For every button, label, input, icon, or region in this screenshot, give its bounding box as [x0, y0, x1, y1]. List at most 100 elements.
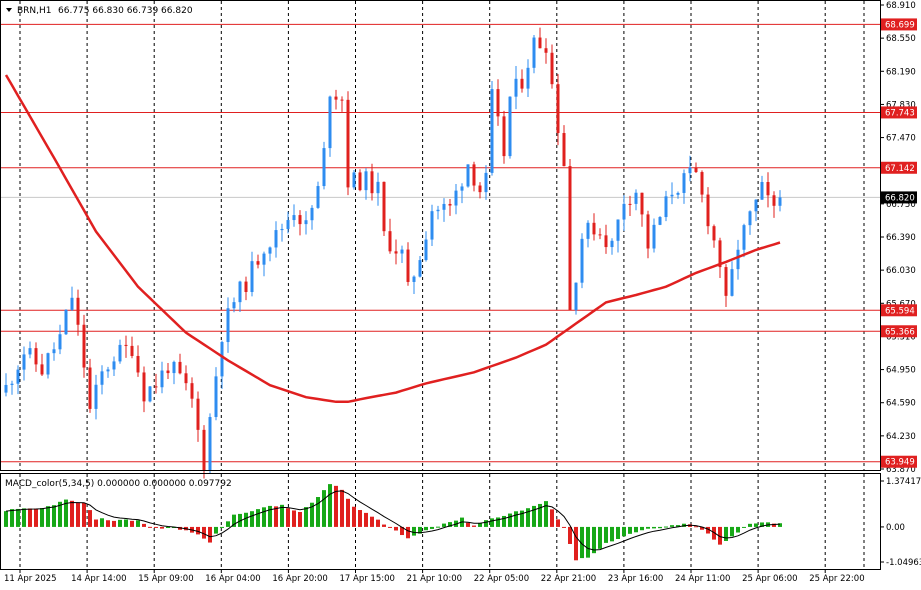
macd-bar — [700, 526, 704, 530]
candle-body — [232, 302, 236, 309]
time-tick-label: 23 Apr 16:00 — [608, 574, 663, 584]
candle-body — [64, 309, 68, 335]
macd-bar — [244, 512, 248, 527]
candle-body — [292, 215, 296, 221]
candle-body — [514, 78, 518, 97]
candle-body — [754, 199, 758, 212]
level-tag — [881, 106, 917, 119]
price-tick-label: 67.470 — [886, 134, 916, 144]
candle-body — [712, 226, 716, 241]
macd-bar — [724, 526, 728, 541]
candle-body — [208, 417, 212, 471]
macd-signal — [5, 490, 781, 551]
price-tick-label: 66.390 — [886, 233, 916, 243]
macd-bar — [568, 526, 572, 544]
macd-bar — [484, 520, 488, 527]
candle-body — [772, 195, 776, 206]
macd-bar — [622, 526, 626, 537]
time-tick-label: 21 Apr 10:00 — [407, 574, 462, 584]
macd-bar — [166, 526, 170, 529]
price-axis[interactable]: 68.91068.55068.19067.83067.47067.11066.7… — [880, 1, 916, 475]
macd-bar — [736, 526, 740, 533]
macd-bar — [376, 519, 380, 527]
macd-bar — [526, 508, 530, 527]
macd-bar — [322, 490, 326, 527]
time-axis[interactable]: 11 Apr 2025 14 Apr 14:00 15 Apr 09:00 16 Ap… — [4, 569, 865, 584]
candle-body — [526, 67, 530, 89]
macd-bar — [400, 526, 404, 536]
candle-body — [178, 361, 182, 374]
macd-bar — [778, 523, 782, 527]
macd-bar — [160, 526, 164, 529]
macd-bar — [382, 524, 386, 527]
macd-bar — [418, 526, 422, 534]
level-tags: 68.699 67.743 67.142 65.594 65.366 63.949 66.8… — [881, 18, 917, 468]
collapse-triangle-icon[interactable] — [6, 8, 12, 12]
candle-body — [556, 84, 560, 134]
candle-body — [748, 211, 752, 226]
candle-body — [100, 371, 104, 385]
candle-body — [604, 235, 608, 248]
candle-body — [40, 364, 44, 375]
candle-body — [688, 167, 692, 174]
candle-body — [328, 96, 332, 149]
candle-body — [460, 186, 464, 191]
time-tick-label: 16 Apr 20:00 — [272, 574, 327, 584]
candle-body — [190, 383, 194, 399]
candles[interactable] — [4, 27, 782, 479]
macd-bar — [730, 526, 734, 537]
macd-axis[interactable]: 1.374176 0.00 -1.049633 — [880, 477, 921, 568]
candle-body — [382, 181, 386, 232]
candle-body — [598, 234, 602, 236]
candle-body — [532, 37, 536, 68]
candle-body — [250, 261, 254, 293]
candle-body — [76, 297, 80, 325]
time-tick-label: 14 Apr 14:00 — [71, 574, 126, 584]
macd-bar — [88, 510, 92, 527]
candle-body — [538, 37, 542, 49]
macd-bar — [250, 511, 254, 527]
time-tick-label: 15 Apr 09:00 — [138, 574, 193, 584]
macd-bar — [610, 526, 614, 542]
macd-bar — [586, 526, 590, 558]
candle-body — [34, 348, 38, 365]
macd-bar — [154, 526, 158, 528]
macd-bar — [370, 516, 374, 527]
candle-body — [316, 186, 320, 208]
macd-bar — [658, 526, 662, 529]
macd-bar — [34, 508, 38, 527]
candle-body — [364, 171, 368, 191]
macd-bar — [346, 498, 350, 527]
candle-body — [778, 197, 782, 206]
macd-bar — [580, 526, 584, 559]
macd-bar — [676, 525, 680, 527]
macd-bar — [100, 518, 104, 527]
macd-bar — [112, 520, 116, 527]
candle-body — [376, 181, 380, 194]
macd-label: MACD_color(5,34,5) 0.000000 0.000000 0.0… — [5, 479, 232, 489]
level-tag-label: 67.142 — [885, 164, 915, 174]
candle-body — [28, 348, 32, 355]
macd-bar — [604, 526, 608, 543]
macd-bar — [436, 526, 440, 528]
macd-bar — [196, 526, 200, 535]
candle-body — [22, 354, 26, 370]
candle-body — [160, 370, 164, 388]
candle-body — [142, 372, 146, 402]
candle-body — [634, 192, 638, 204]
candle-body — [148, 386, 152, 402]
candle-body — [298, 215, 302, 225]
macd-tick-label: 0.00 — [886, 523, 905, 533]
candle-body — [706, 194, 710, 227]
macd-bar — [490, 518, 494, 527]
macd-bar — [364, 512, 368, 527]
candle-body — [652, 224, 656, 249]
candle-body — [226, 308, 230, 343]
candle-body — [640, 192, 644, 215]
candle-body — [394, 251, 398, 254]
macd-bar — [10, 509, 14, 527]
macd-tick-label: 1.374176 — [886, 477, 921, 487]
candle-body — [112, 361, 116, 370]
macd-bar — [574, 526, 578, 561]
